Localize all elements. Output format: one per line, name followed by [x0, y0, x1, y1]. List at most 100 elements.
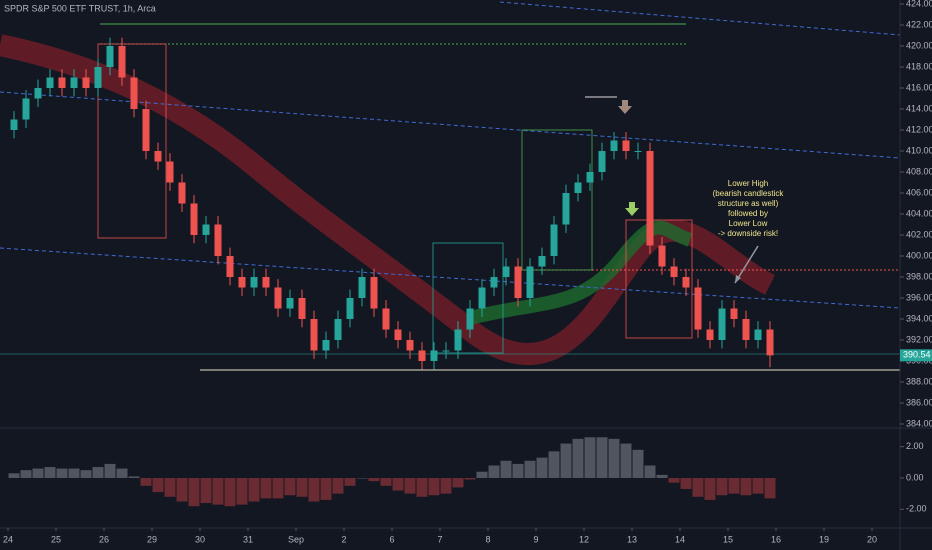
candle-body	[370, 277, 378, 309]
y-tick-label: 424.00	[906, 0, 932, 8]
candle-body	[682, 277, 690, 288]
histogram-bar	[704, 478, 716, 500]
candle-body	[58, 77, 66, 88]
candle-body	[730, 308, 738, 319]
histogram-bar	[500, 460, 512, 478]
histogram-bar	[392, 478, 404, 491]
box	[97, 43, 167, 239]
candle-body	[166, 161, 174, 183]
histogram-bar	[428, 478, 440, 496]
candle-body	[622, 140, 630, 151]
trend-line	[0, 247, 901, 309]
y-tick-label: 392.00	[906, 334, 932, 344]
histogram-bar	[20, 470, 32, 478]
candle-body	[238, 277, 246, 288]
candle-body	[286, 298, 294, 309]
candle-body	[130, 77, 138, 109]
x-tick-label: 30	[195, 534, 205, 544]
histogram-bar	[440, 478, 452, 494]
candle-body	[526, 266, 534, 298]
candle-body	[742, 319, 750, 340]
histogram-bar	[488, 465, 500, 478]
histogram-bar	[344, 478, 356, 486]
histogram-bar	[320, 478, 332, 500]
price-tag-label: 390.54	[903, 350, 931, 360]
y-tick-label: 394.00	[906, 313, 932, 323]
candle-body	[598, 151, 606, 172]
y-tick-label: 422.00	[906, 19, 932, 29]
histogram-bar	[560, 443, 572, 478]
y-tick-label: 2.00	[906, 441, 924, 451]
histogram-bar	[164, 478, 176, 497]
candle-body	[34, 88, 42, 99]
candle-body	[454, 329, 462, 351]
histogram-bar	[188, 478, 200, 507]
x-tick-label: 19	[819, 534, 829, 544]
candle-body	[562, 193, 570, 225]
histogram-bar	[68, 468, 80, 478]
histogram-bar	[248, 478, 260, 502]
candle-body	[586, 172, 594, 183]
histogram-bar	[668, 478, 680, 483]
candle-body	[406, 340, 414, 351]
x-tick-label: 25	[51, 534, 61, 544]
histogram-bar	[740, 478, 752, 496]
candle-body	[46, 77, 54, 88]
histogram-bar	[584, 437, 596, 478]
candle-body	[550, 224, 558, 256]
histogram-bar	[200, 478, 212, 504]
y-tick-label: 420.00	[906, 40, 932, 50]
y-tick-label: 416.00	[906, 82, 932, 92]
candle-body	[262, 277, 270, 288]
histogram-bar	[644, 465, 656, 478]
candle-body	[310, 319, 318, 351]
candle-body	[574, 182, 582, 193]
histogram-bar	[128, 476, 140, 478]
candle-body	[466, 308, 474, 330]
y-tick-label: 402.00	[906, 229, 932, 239]
candle-body	[202, 224, 210, 235]
candle-body	[706, 329, 714, 340]
candle-body	[154, 151, 162, 162]
candle-body	[646, 151, 654, 246]
y-tick-label: 408.00	[906, 166, 932, 176]
candle-body	[22, 98, 30, 120]
annotation: followed by	[728, 209, 768, 218]
candle-body	[142, 109, 150, 151]
histogram-bar	[92, 467, 104, 478]
y-tick-label: 410.00	[906, 145, 932, 155]
y-tick-label: 406.00	[906, 187, 932, 197]
candle-body	[514, 266, 522, 298]
candle-body	[718, 308, 726, 340]
box	[625, 219, 693, 339]
x-tick-label: 14	[675, 534, 685, 544]
y-tick-label: 418.00	[906, 61, 932, 71]
histogram-bar	[692, 478, 704, 497]
histogram-bar	[356, 478, 368, 479]
y-tick-label: 414.00	[906, 103, 932, 113]
candle-body	[190, 203, 198, 235]
x-tick-label: Sep	[288, 534, 304, 544]
histogram-bar	[620, 443, 632, 478]
x-tick-label: 2	[341, 534, 346, 544]
x-tick-label: 13	[627, 534, 637, 544]
histogram-bar	[512, 463, 524, 478]
arrow	[625, 202, 639, 216]
histogram-bar	[176, 478, 188, 502]
y-tick-label: 388.00	[906, 376, 932, 386]
y-tick-label: 412.00	[906, 124, 932, 134]
candle-body	[250, 277, 258, 288]
annotation: -> downside risk!	[718, 229, 778, 238]
histogram-bar	[452, 478, 464, 488]
candle-body	[382, 308, 390, 330]
candle-body	[442, 350, 450, 352]
histogram-bar	[416, 478, 428, 497]
histogram-bar	[548, 451, 560, 478]
histogram-bar	[752, 478, 764, 494]
histogram-bar	[152, 478, 164, 493]
candle-body	[178, 182, 186, 204]
x-tick-label: 16	[771, 534, 781, 544]
x-tick-label: 7	[437, 534, 442, 544]
